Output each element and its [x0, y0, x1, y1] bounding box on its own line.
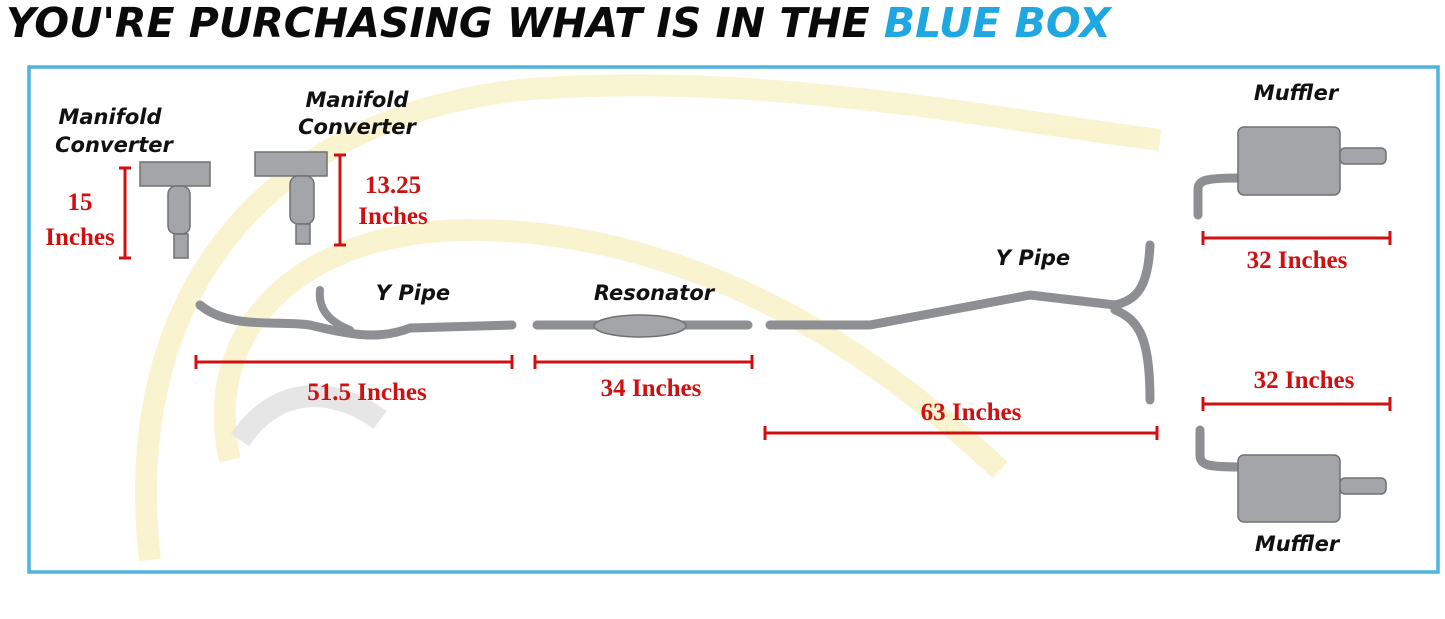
dimension-text: 63 Inches — [921, 399, 1022, 426]
manifold-flange — [139, 161, 211, 187]
converter-body — [289, 175, 315, 225]
dimension-text: Inches — [358, 203, 428, 230]
dimension-text: Inches — [45, 224, 115, 251]
dimension-text: 32 Inches — [1247, 247, 1348, 274]
muffler-tip — [1339, 147, 1387, 165]
watermark-swoosh — [230, 385, 387, 447]
dimension-text: 51.5 Inches — [307, 379, 427, 406]
y-pipe — [195, 300, 517, 340]
y-pipe — [765, 290, 1120, 330]
part-label: Resonator — [594, 281, 716, 305]
dimension-text: 34 Inches — [601, 375, 702, 402]
part-label: Y Pipe — [996, 246, 1070, 270]
muffler-body — [1237, 126, 1341, 196]
title-text: YOU'RE PURCHASING WHAT IS IN THE — [6, 0, 870, 47]
watermark-swoosh — [213, 218, 1008, 478]
title-highlight: BLUE BOX — [884, 0, 1113, 47]
resonator-body — [593, 314, 687, 338]
converter-body — [167, 185, 191, 235]
watermark — [135, 74, 1162, 562]
manifold-converter — [139, 161, 211, 259]
title: YOU'RE PURCHASING WHAT IS IN THE BLUE BO… — [6, 0, 1113, 47]
muffler-tip — [1339, 477, 1387, 495]
muffler-body — [1237, 454, 1341, 523]
y-pipe-branch — [1110, 240, 1155, 310]
part-label: Y Pipe — [376, 281, 450, 305]
part-label: Manifold — [58, 105, 162, 129]
dimension-text: 32 Inches — [1254, 367, 1355, 394]
blue-box — [27, 65, 1440, 574]
watermark-swoosh — [135, 74, 1162, 562]
y-pipe-branch — [1110, 305, 1155, 405]
muffler-inlet — [1193, 173, 1245, 220]
converter-outlet — [295, 223, 311, 245]
y-pipe-branch — [315, 286, 354, 334]
part-label: Muffler — [1254, 81, 1340, 105]
dimension-text: 13.25 — [365, 172, 421, 199]
muffler-inlet — [1195, 425, 1245, 472]
part-label: Muffler — [1255, 532, 1341, 556]
manifold-converter — [254, 151, 328, 245]
part-label: Manifold — [305, 88, 409, 112]
dimension-text: 15 — [68, 189, 93, 216]
part-label: Converter — [298, 115, 417, 139]
converter-outlet — [173, 233, 189, 259]
part-label: Converter — [55, 133, 174, 157]
manifold-flange — [254, 151, 328, 177]
